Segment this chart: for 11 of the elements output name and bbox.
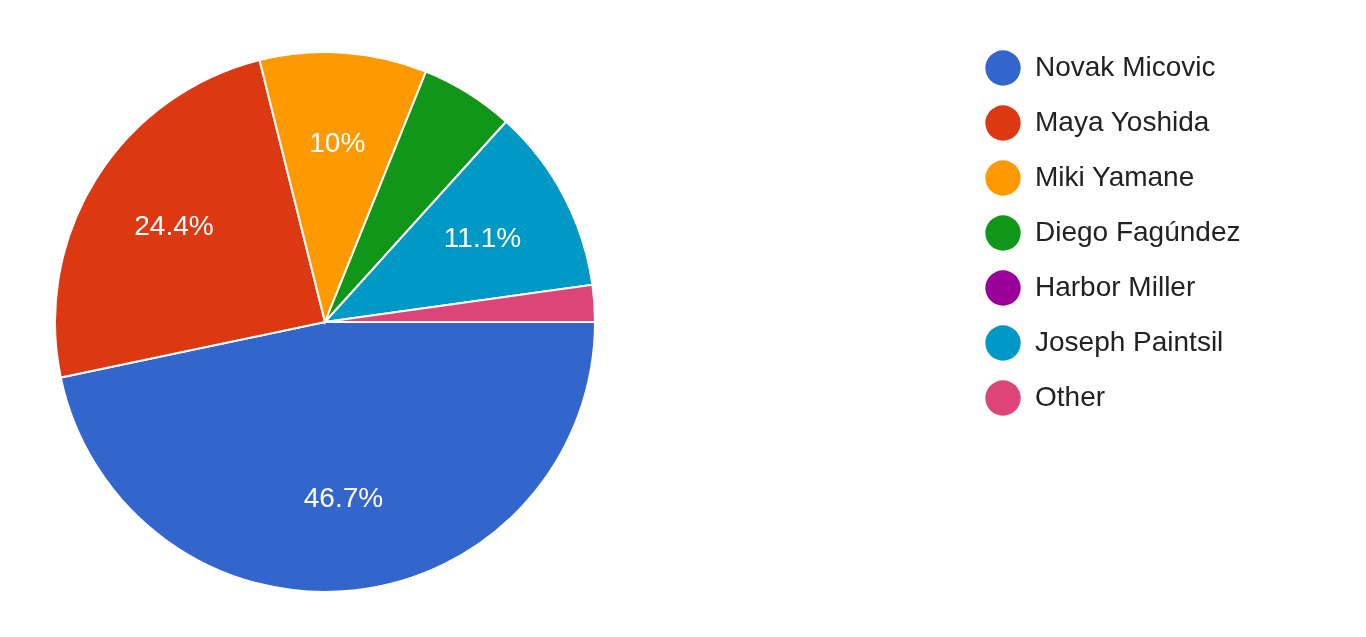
legend-label: Maya Yoshida (1035, 106, 1210, 137)
legend-label: Diego Fagúndez (1035, 216, 1241, 247)
legend-label: Joseph Paintsil (1035, 326, 1224, 357)
legend-label: Miki Yamane (1035, 161, 1195, 192)
data-label: 10% (309, 127, 366, 159)
legend-label: Harbor Miller (1035, 271, 1196, 302)
data-label: 24.4% (134, 210, 214, 242)
legend-label: Other (1035, 381, 1106, 412)
data-label: 46.7% (303, 482, 384, 514)
legend-label: Novak Micovic (1035, 51, 1216, 82)
data-label: 11.1% (443, 221, 522, 253)
